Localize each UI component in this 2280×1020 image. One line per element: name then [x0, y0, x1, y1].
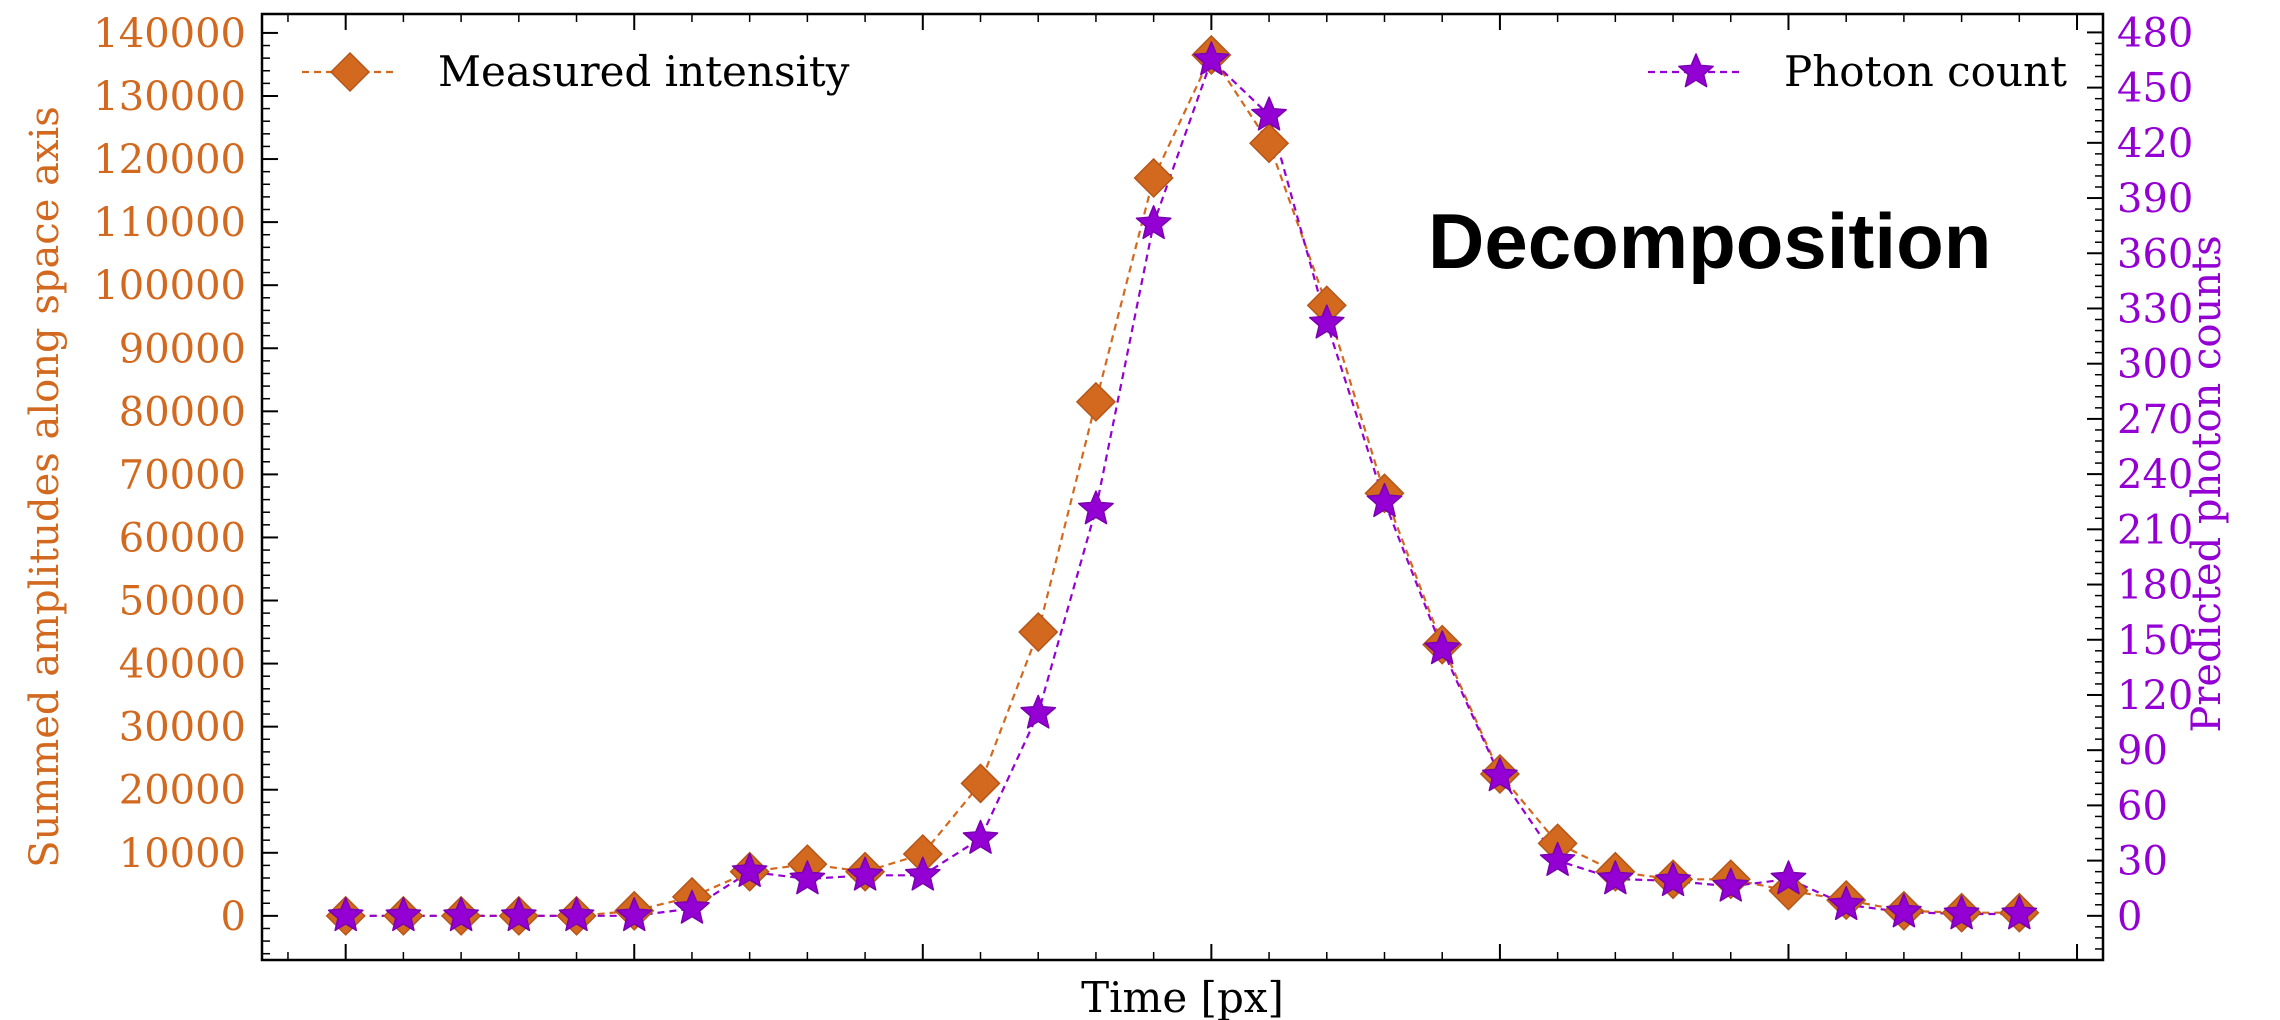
legend-measured-intensity: Measured intensity: [302, 47, 850, 96]
left-tick-label: 90000: [119, 326, 246, 372]
data-point-photon-count: [1308, 304, 1345, 339]
data-point-measured-intensity: [1018, 611, 1059, 653]
series-layer: [325, 34, 2040, 936]
left-tick-label: 120000: [93, 137, 246, 183]
data-point-photon-count: [2001, 895, 2038, 930]
right-tick-label: 120: [2117, 673, 2193, 719]
left-tick-label: 100000: [93, 263, 246, 309]
data-point-photon-count: [789, 860, 826, 895]
legend-marker-star: [1678, 53, 1714, 88]
plot-frame: [260, 12, 2105, 962]
data-point-photon-count: [1828, 886, 1865, 921]
data-point-photon-count: [1539, 841, 1576, 876]
chart-annotation: Decomposition: [1428, 197, 1991, 285]
right-tick-label: 360: [2117, 231, 2193, 277]
left-tick-label: 140000: [93, 11, 246, 57]
right-tick-label: 150: [2117, 618, 2193, 664]
legend-photon-count: Photon count: [1648, 47, 2067, 96]
left-tick-label: 0: [221, 894, 246, 940]
left-tick-label: 50000: [119, 579, 246, 625]
right-tick-label: 210: [2117, 507, 2193, 553]
right-tick-label: 90: [2117, 728, 2168, 774]
right-tick-label: 60: [2117, 783, 2168, 829]
legend-label: Measured intensity: [438, 47, 850, 96]
data-point-photon-count: [731, 852, 768, 887]
data-point-measured-intensity: [960, 763, 1001, 804]
data-point-photon-count: [1655, 862, 1691, 897]
right-tick-label: 300: [2117, 342, 2193, 388]
right-tick-label: 480: [2117, 10, 2193, 56]
series-line-measured-intensity: [345, 52, 2020, 918]
right-tick-label: 0: [2117, 894, 2142, 940]
data-point-photon-count: [1020, 694, 1057, 729]
data-point-photon-count: [558, 897, 595, 932]
series-line-photon-count: [345, 58, 2020, 917]
data-point-photon-count: [1366, 482, 1403, 518]
data-point-photon-count: [1078, 490, 1114, 525]
left-axis-ticks: 0 10000 20000 30000 40000 50000 60000 70000 8000…: [93, 11, 278, 955]
data-point-photon-count: [1712, 867, 1749, 902]
right-tick-label: 270: [2117, 397, 2193, 443]
data-point-photon-count: [1770, 860, 1807, 895]
data-point-photon-count: [674, 889, 710, 924]
right-tick-label: 330: [2117, 286, 2193, 332]
left-tick-label: 130000: [93, 74, 246, 120]
data-point-photon-count: [1943, 895, 1980, 930]
data-point-measured-intensity: [1768, 870, 1809, 911]
right-tick-label: 420: [2117, 121, 2193, 167]
data-point-photon-count: [1193, 41, 1230, 76]
data-point-photon-count: [500, 897, 537, 932]
data-point-measured-intensity: [1249, 123, 1290, 164]
data-point-photon-count: [962, 819, 999, 854]
data-point-photon-count: [1886, 893, 1922, 928]
data-point-photon-count: [616, 897, 653, 932]
right-tick-label: 390: [2117, 176, 2193, 222]
data-point-photon-count: [1251, 96, 1287, 131]
left-tick-label: 20000: [119, 768, 246, 814]
data-point-photon-count: [904, 856, 941, 891]
x-axis-label: Time [px]: [1081, 973, 1284, 1020]
left-tick-label: 60000: [119, 515, 246, 561]
left-tick-label: 70000: [119, 452, 246, 498]
data-point-photon-count: [1482, 757, 1518, 792]
right-tick-label: 450: [2117, 66, 2193, 112]
data-point-photon-count: [847, 856, 883, 891]
data-point-photon-count: [327, 897, 364, 932]
data-point-photon-count: [1135, 205, 1172, 240]
right-tick-label: 180: [2117, 563, 2193, 609]
right-tick-label: 240: [2117, 452, 2193, 498]
right-axis-ticks: 0 30 60 90 120 150 180 210 240 270 300 330 360 390 420…: [2087, 10, 2193, 950]
x-axis-ticks: [287, 14, 2079, 960]
legend-label: Photon count: [1784, 47, 2067, 96]
left-tick-label: 110000: [93, 200, 246, 246]
right-axis-label: Predicted photon counts: [2184, 235, 2230, 732]
legend-marker-diamond: [329, 51, 371, 93]
left-tick-label: 10000: [119, 831, 246, 877]
data-point-photon-count: [1424, 630, 1461, 665]
data-point-photon-count: [1597, 860, 1634, 895]
left-tick-label: 40000: [119, 642, 246, 688]
data-point-measured-intensity: [1133, 157, 1174, 199]
data-point-photon-count: [443, 897, 479, 932]
right-tick-label: 30: [2117, 839, 2168, 885]
left-tick-label: 30000: [119, 705, 246, 751]
left-axis-label: Summed amplitudes along space axis: [22, 106, 68, 868]
data-point-measured-intensity: [1075, 381, 1116, 422]
left-tick-label: 80000: [119, 389, 246, 435]
legend-layer: Measured intensity Photon count: [302, 47, 2067, 96]
data-point-photon-count: [385, 897, 422, 932]
